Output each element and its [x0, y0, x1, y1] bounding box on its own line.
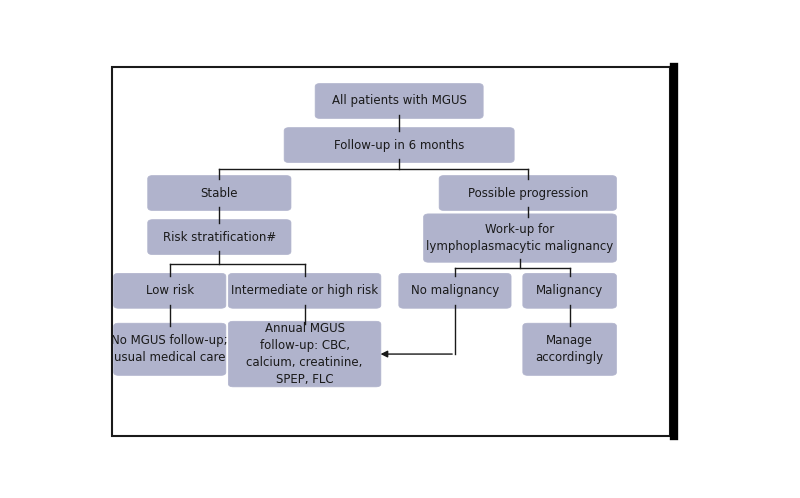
- FancyBboxPatch shape: [523, 323, 617, 375]
- FancyBboxPatch shape: [148, 176, 291, 211]
- FancyBboxPatch shape: [284, 127, 514, 162]
- Text: No MGUS follow-up;
usual medical care: No MGUS follow-up; usual medical care: [111, 334, 228, 364]
- Text: No malignancy: No malignancy: [411, 284, 499, 297]
- FancyBboxPatch shape: [148, 220, 291, 254]
- Text: Manage
accordingly: Manage accordingly: [535, 334, 604, 364]
- FancyBboxPatch shape: [523, 273, 617, 308]
- FancyBboxPatch shape: [399, 273, 511, 308]
- FancyBboxPatch shape: [439, 176, 617, 211]
- FancyBboxPatch shape: [228, 273, 381, 308]
- Text: Annual MGUS
follow-up: CBC,
calcium, creatinine,
SPEP, FLC: Annual MGUS follow-up: CBC, calcium, cre…: [246, 322, 362, 386]
- FancyBboxPatch shape: [424, 214, 617, 262]
- Text: Malignancy: Malignancy: [536, 284, 603, 297]
- FancyBboxPatch shape: [228, 321, 381, 387]
- Text: All patients with MGUS: All patients with MGUS: [332, 95, 466, 108]
- FancyBboxPatch shape: [315, 84, 483, 119]
- FancyBboxPatch shape: [114, 273, 226, 308]
- Text: Risk stratification#: Risk stratification#: [162, 231, 276, 244]
- Text: Work-up for
lymphoplasmacytic malignancy: Work-up for lymphoplasmacytic malignancy: [426, 223, 614, 253]
- Text: Possible progression: Possible progression: [468, 187, 588, 200]
- Text: Stable: Stable: [201, 187, 238, 200]
- FancyBboxPatch shape: [114, 323, 226, 375]
- Text: Follow-up in 6 months: Follow-up in 6 months: [334, 138, 464, 151]
- Text: Intermediate or high risk: Intermediate or high risk: [231, 284, 378, 297]
- Text: Low risk: Low risk: [146, 284, 194, 297]
